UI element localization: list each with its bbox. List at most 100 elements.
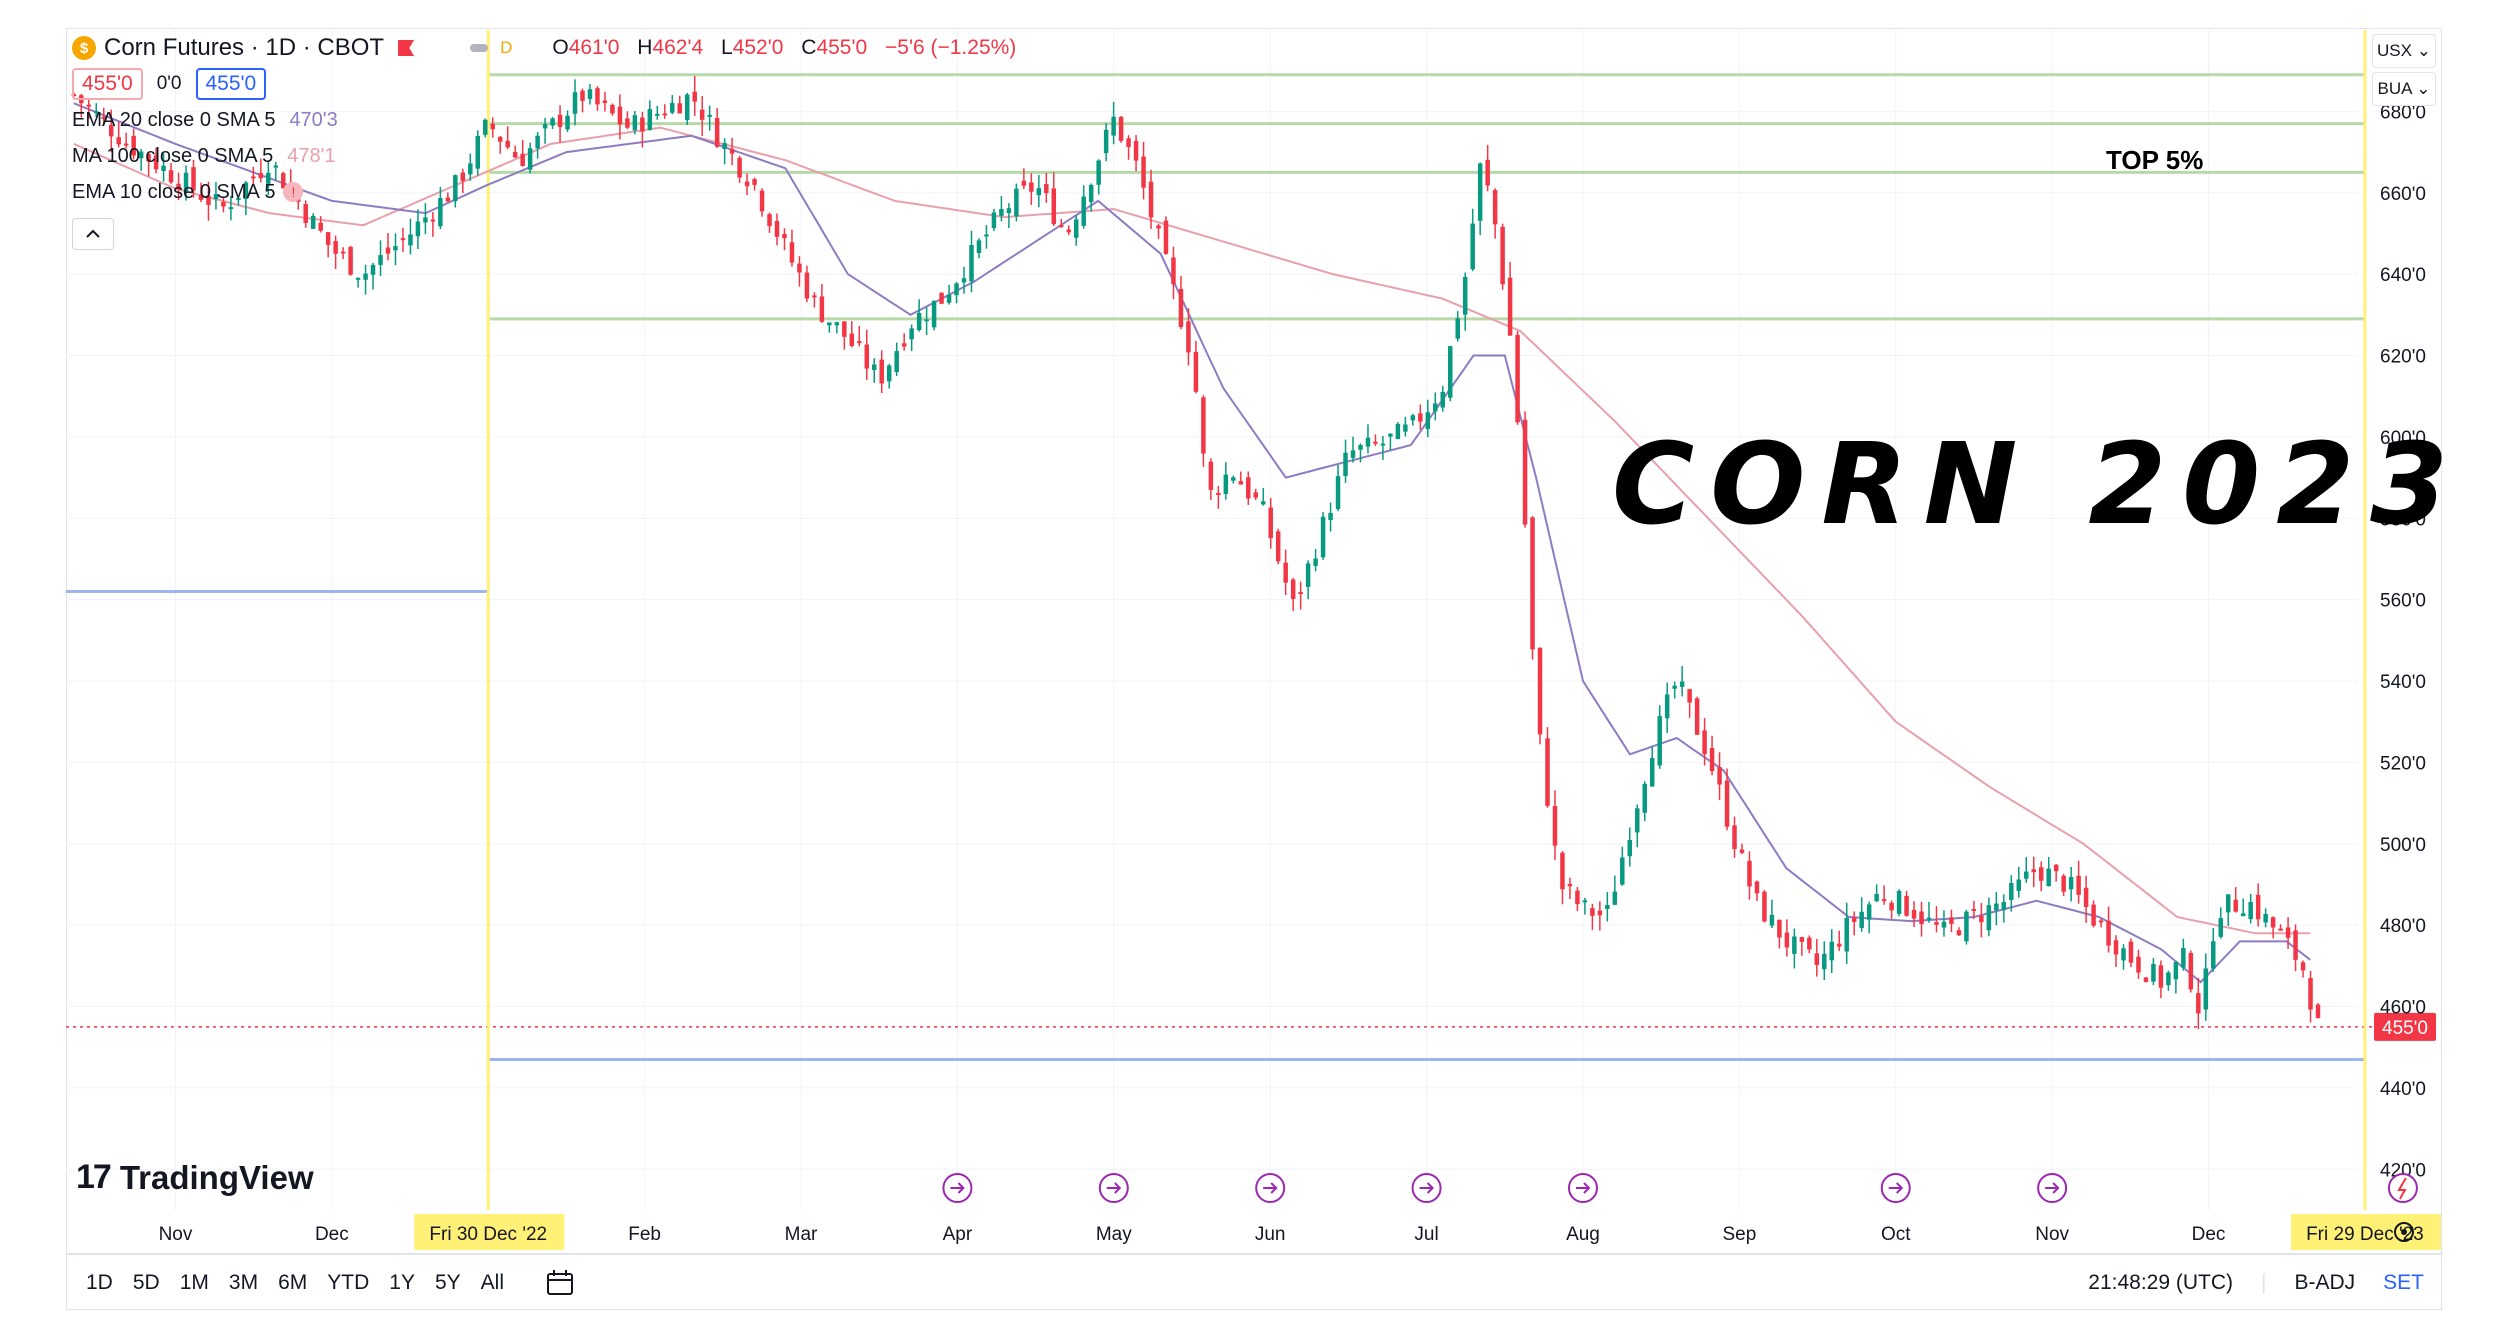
candle-body bbox=[976, 240, 982, 253]
indicator-ema20[interactable]: EMA 20 close 0 SMA 5 470'3 bbox=[72, 102, 1028, 138]
x-tick-label[interactable]: Dec bbox=[315, 1224, 349, 1245]
time-axis[interactable]: Nov Dec Feb Mar Apr May Jun Jul Aug Sep Oct Nov Dec bbox=[66, 1222, 2442, 1255]
range-all[interactable]: All bbox=[480, 1271, 504, 1294]
candle-body bbox=[1148, 181, 1154, 218]
spread-value: 0'0 bbox=[156, 73, 182, 94]
indicator-ma100[interactable]: MA 100 close 0 SMA 5 478'1 bbox=[72, 138, 1028, 174]
candle-body bbox=[535, 135, 540, 149]
range-6m[interactable]: 6M bbox=[278, 1271, 308, 1294]
x-tick-label[interactable]: Apr bbox=[943, 1224, 973, 1245]
x-tick-label[interactable]: Feb bbox=[628, 1224, 661, 1245]
candle-body bbox=[1560, 852, 1565, 890]
x-tick-label[interactable]: Sep bbox=[1722, 1224, 1756, 1245]
range-ytd[interactable]: YTD bbox=[327, 1271, 370, 1294]
candle-body bbox=[1851, 917, 1857, 922]
tradingview-logo[interactable]: 17 TradingView bbox=[76, 1158, 314, 1197]
warning-icon[interactable]: ! bbox=[283, 182, 304, 202]
candle-body bbox=[2181, 948, 2186, 968]
x-tick-label[interactable]: Nov bbox=[2035, 1224, 2069, 1245]
candle-body bbox=[2031, 869, 2036, 873]
candle-body bbox=[849, 333, 855, 346]
candle-body bbox=[1305, 563, 1311, 587]
candle-body bbox=[550, 118, 555, 126]
candle-body bbox=[1762, 891, 1767, 922]
candle-body bbox=[916, 312, 922, 331]
x-tick-label[interactable]: Aug bbox=[1566, 1224, 1600, 1245]
candle-body bbox=[1141, 156, 1146, 188]
x-tick-label[interactable]: Mar bbox=[785, 1224, 818, 1245]
x-tick-label[interactable]: May bbox=[1096, 1224, 1132, 1245]
candle-body bbox=[1881, 899, 1887, 902]
gear-icon[interactable] bbox=[2394, 1222, 2414, 1242]
range-1y[interactable]: 1Y bbox=[389, 1271, 415, 1294]
buy-button[interactable]: 455'0 bbox=[195, 68, 267, 100]
candle-body bbox=[183, 172, 189, 193]
currency-selector[interactable]: USX ⌄ bbox=[2372, 34, 2436, 68]
flag-icon[interactable] bbox=[398, 40, 415, 56]
candle-body bbox=[2143, 977, 2149, 982]
change-value: −5'6 (−1.25%) bbox=[885, 36, 1017, 59]
candle-body bbox=[1635, 808, 1640, 833]
candle-body bbox=[1403, 424, 1408, 432]
arrow-glyph bbox=[1263, 1182, 1278, 1194]
trade-row: 455'0 0'0 455'0 bbox=[72, 66, 1028, 102]
symbol-title[interactable]: Corn Futures · 1D · CBOT bbox=[104, 34, 385, 61]
candle-body bbox=[1111, 116, 1116, 136]
range-1d[interactable]: 1D bbox=[86, 1271, 113, 1294]
range-5y[interactable]: 5Y bbox=[434, 1271, 461, 1294]
adjustment-toggle[interactable]: B-ADJ bbox=[2294, 1271, 2356, 1294]
candle-body bbox=[1934, 922, 1939, 925]
clock-time[interactable]: 21:48:29 (UTC) bbox=[2088, 1271, 2233, 1294]
candle-body bbox=[1724, 780, 1730, 827]
x-tick-label[interactable]: Oct bbox=[1881, 1224, 1911, 1245]
candle-body bbox=[355, 277, 361, 280]
x-tick-label[interactable]: Jun bbox=[1255, 1224, 1286, 1245]
collapse-legend-button[interactable] bbox=[72, 218, 114, 250]
candle-body bbox=[984, 234, 989, 237]
gear-center bbox=[2401, 1229, 2407, 1235]
candle-body bbox=[1627, 839, 1633, 857]
candle-body bbox=[969, 245, 974, 282]
candle-body bbox=[1358, 445, 1363, 450]
candle-body bbox=[939, 292, 944, 304]
candle-body bbox=[1448, 346, 1453, 398]
flash-icon[interactable] bbox=[2387, 1173, 2418, 1203]
indicator-ema10[interactable]: EMA 10 close 0 SMA 5 ! bbox=[72, 174, 1028, 210]
sell-button[interactable]: 455'0 bbox=[72, 68, 143, 100]
data-status-badge[interactable]: D bbox=[470, 38, 512, 58]
logo-text: TradingView bbox=[119, 1158, 314, 1196]
candle-body bbox=[228, 207, 234, 210]
date-range-icon[interactable] bbox=[544, 1268, 578, 1298]
unit-selector[interactable]: BUA ⌄ bbox=[2372, 72, 2436, 106]
indicator-label: EMA 20 close 0 SMA 5 bbox=[72, 108, 276, 131]
candle-body bbox=[961, 278, 967, 283]
range-3m[interactable]: 3M bbox=[228, 1271, 259, 1294]
date-marker-label: Fri 30 Dec '22 bbox=[429, 1224, 547, 1245]
range-1m[interactable]: 1M bbox=[179, 1271, 209, 1294]
candle-body bbox=[505, 140, 510, 148]
candle-body bbox=[1732, 825, 1737, 849]
candle-body bbox=[894, 351, 899, 373]
y-tick-label: 420'0 bbox=[2380, 1160, 2426, 1181]
indicator-value: 470'3 bbox=[289, 108, 338, 131]
x-tick-label[interactable]: Dec bbox=[2192, 1224, 2226, 1245]
candle-body bbox=[1979, 915, 1984, 923]
candle-body bbox=[2308, 978, 2313, 1010]
x-tick-label[interactable]: Jul bbox=[1414, 1224, 1438, 1245]
candle-body bbox=[632, 115, 638, 131]
candle-body bbox=[1956, 930, 1962, 936]
candle-body bbox=[1836, 943, 1842, 947]
status-info: 21:48:29 (UTC) | B-ADJ SET bbox=[2060, 1271, 2424, 1295]
candle-body bbox=[2076, 875, 2081, 895]
candle-body bbox=[774, 220, 780, 237]
price-axis[interactable]: 680'0 660'0 640'0 620'0 600'0 580'0 560'0 540'0… bbox=[2380, 102, 2426, 1181]
open-key: O bbox=[552, 36, 569, 59]
x-tick-label[interactable]: Nov bbox=[159, 1224, 193, 1245]
session-toggle[interactable]: SET bbox=[2383, 1271, 2424, 1294]
candle-body bbox=[1986, 905, 1992, 931]
range-5d[interactable]: 5D bbox=[132, 1271, 160, 1294]
y-tick-label: 460'0 bbox=[2380, 998, 2426, 1019]
candle-body bbox=[153, 155, 159, 170]
candle-body bbox=[475, 135, 481, 169]
